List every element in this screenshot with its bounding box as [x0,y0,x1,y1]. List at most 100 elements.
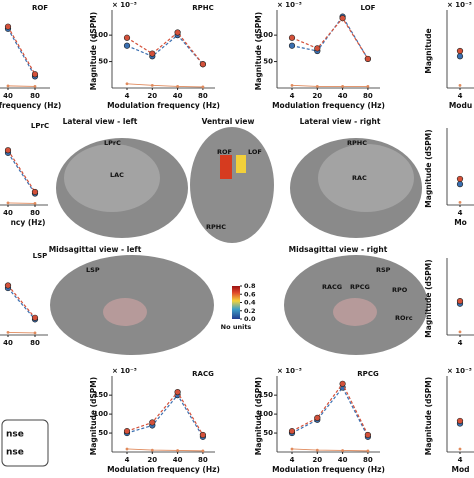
data-point [341,449,344,452]
series-line [126,394,204,438]
region-label: RPHC [347,139,367,147]
x-tick-label: 40 [3,92,13,100]
data-point [458,200,462,204]
data-point [123,42,131,49]
x-tick-label: 4 [125,456,130,464]
data-point [456,175,464,183]
y-tick-label: 50 [98,429,108,437]
series-line [291,386,369,438]
data-point [125,82,129,86]
y-tick-label: 100 [258,31,273,39]
brain-ventral [190,127,274,243]
x-tick-label: 4 [458,456,463,464]
data-point [33,85,37,88]
data-point [4,282,12,289]
series-line [126,448,203,452]
data-point [6,330,10,334]
y-tick-label: 100 [93,31,108,39]
x-tick-label: 40 [173,92,183,100]
x-tick-label: 4 [458,339,463,347]
legend-text: nse [6,430,24,440]
region-label: RPO [392,286,408,294]
y-tick-label: 150 [258,391,273,399]
series-line [7,287,36,320]
y-tick-label: 100 [93,410,108,418]
x-tick-label: 80 [363,456,373,464]
x-tick-label: 4 [290,92,295,100]
region-label: LOF [248,148,262,156]
region-label: ROrc [395,314,413,322]
data-point [458,83,462,87]
axis-exponent: × 10⁻³ [112,367,137,375]
region-label: RACG [322,283,342,291]
series-line [126,31,204,65]
data-point [366,449,370,453]
brain-sulci [318,144,414,212]
y-tick-label: 100 [258,410,273,418]
data-point [6,201,10,205]
data-point [456,417,464,425]
colorbar-label: No units [221,323,252,331]
data-point [4,23,12,30]
region-label: RPCG [350,283,370,291]
x-axis-label: Modu [449,101,472,110]
region-label: RAC [352,174,367,182]
x-axis-label: ncy (Hz) [11,218,46,227]
data-point [150,448,154,452]
series-line [126,83,203,88]
chart-title: RACG [192,370,214,378]
view-title: Ventral view [202,117,255,126]
x-tick-label: 80 [198,456,208,464]
x-tick-label: 40 [3,339,13,347]
colorbar-tick-label: 0.0 [244,315,256,323]
region-label: RSP [376,266,391,274]
colorbar [232,286,240,319]
x-axis-label: frequency (Hz) [0,101,61,110]
data-point [366,85,370,88]
data-point [176,449,180,452]
colorbar-tick-label: 0.4 [244,299,256,307]
data-point [456,53,464,60]
series-line [7,152,36,194]
data-point [315,85,319,88]
data-point [123,428,131,435]
chart-title: LSP [33,252,48,260]
x-tick-label: 20 [147,456,157,464]
data-point [4,147,12,154]
data-point [290,447,294,451]
region-label: LSP [86,266,100,274]
series-line [7,149,36,193]
data-point [123,34,131,41]
x-axis-label: Modulation frequency (Hz) [272,101,385,110]
x-axis-label: Modulation frequency (Hz) [107,101,220,110]
activation-blob [236,155,246,173]
x-axis-label: Modulation frequency (Hz) [272,465,385,474]
series-line [291,448,368,452]
x-tick-label: 40 [3,209,13,217]
region-label: RPHC [206,223,226,231]
data-point [288,428,296,435]
data-point [288,42,296,49]
data-point [174,29,181,36]
x-tick-label: 80 [30,92,40,100]
chart-title: LOF [361,4,376,12]
colorbar-tick-label: 0.6 [244,290,256,298]
data-point [125,447,129,451]
y-axis-label: Magnitude [424,28,433,73]
corpus-region [103,298,147,326]
x-axis-label: Mo [454,218,467,227]
x-tick-label: 80 [363,92,373,100]
data-point [458,330,462,334]
view-title: Lateral view - right [300,117,381,126]
data-point [314,414,321,421]
corpus-region [333,298,377,326]
x-tick-label: 80 [30,209,40,217]
data-point [150,83,154,87]
y-tick-label: 50 [98,58,108,66]
axis-exponent: × 10⁻³ [277,367,302,375]
series-line [126,391,204,436]
x-tick-label: 40 [338,92,348,100]
x-tick-label: 40 [173,456,183,464]
y-axis-label: Magnitude (dSPM) [424,259,433,337]
